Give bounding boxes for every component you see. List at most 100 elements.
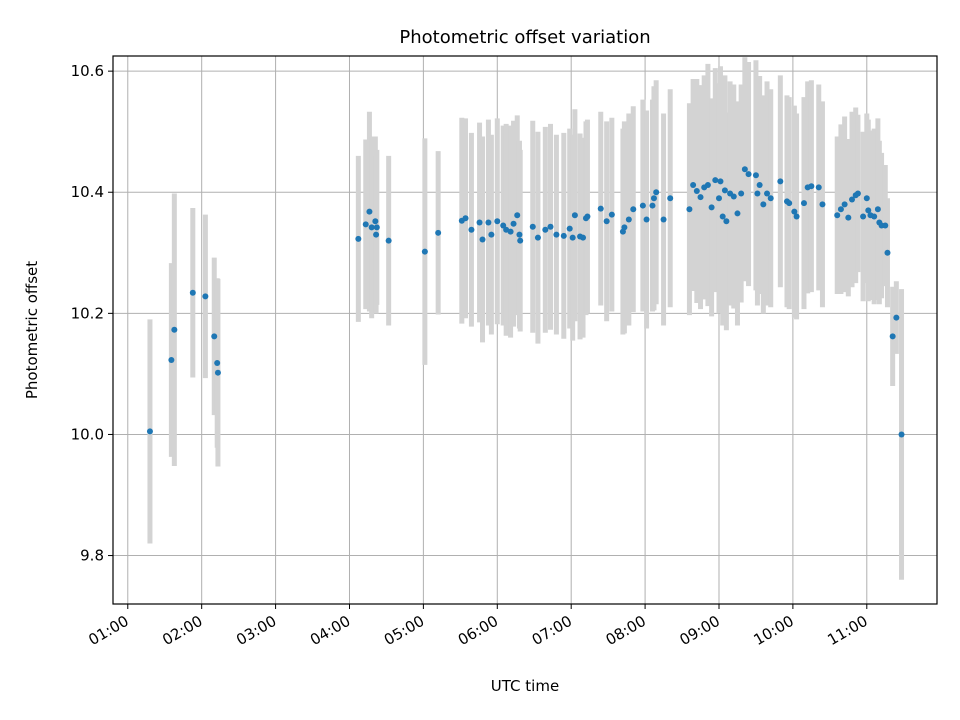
data-point [704, 181, 711, 188]
data-point [741, 166, 748, 173]
data-point [649, 202, 656, 209]
data-point [837, 206, 844, 213]
data-point [643, 216, 650, 223]
data-point [468, 226, 475, 233]
chart-title: Photometric offset variation [399, 27, 650, 48]
data-point [547, 223, 554, 230]
data-point [639, 202, 646, 209]
data-point [488, 231, 495, 238]
data-point [660, 216, 667, 223]
data-point [373, 231, 380, 238]
data-point [372, 218, 379, 225]
data-point [845, 214, 852, 221]
data-point [529, 223, 536, 230]
data-point [553, 231, 560, 238]
data-point [500, 222, 507, 229]
data-point [871, 213, 878, 220]
data-point [708, 204, 715, 211]
data-point [566, 225, 573, 232]
data-point [760, 201, 767, 208]
data-point [863, 195, 870, 202]
data-point [366, 208, 373, 215]
y-tick-label: 10.6 [71, 62, 104, 80]
data-point [146, 428, 153, 435]
data-point [608, 211, 615, 218]
data-point [211, 333, 218, 340]
data-point [719, 213, 726, 220]
data-point [516, 231, 523, 238]
data-point [479, 236, 486, 243]
data-point [171, 326, 178, 333]
data-point [373, 224, 380, 231]
data-point [494, 218, 501, 225]
data-point [686, 206, 693, 213]
data-point [202, 293, 209, 300]
data-point [571, 212, 578, 219]
data-point [385, 237, 392, 244]
data-point [542, 226, 549, 233]
data-point [630, 206, 637, 213]
data-point [717, 178, 724, 185]
data-point [808, 183, 815, 190]
data-point [697, 194, 704, 201]
data-point [882, 222, 889, 229]
data-point [791, 208, 798, 215]
data-point [603, 218, 610, 225]
data-point [786, 200, 793, 207]
data-point [485, 219, 492, 226]
data-point [874, 206, 881, 213]
y-tick-label: 10.2 [71, 304, 104, 322]
data-point [517, 237, 524, 244]
data-point [667, 195, 674, 202]
y-tick-label: 9.8 [80, 547, 104, 565]
data-point [854, 190, 861, 197]
data-point [730, 193, 737, 200]
data-point [214, 369, 221, 376]
plot-frame [112, 55, 938, 605]
data-point [368, 224, 375, 231]
data-point [580, 234, 587, 241]
data-point [893, 314, 900, 321]
data-point [462, 215, 469, 222]
data-point [653, 189, 660, 196]
data-point [168, 356, 175, 363]
data-point [860, 213, 867, 220]
data-point [898, 431, 905, 438]
y-tick-label: 10.4 [71, 183, 104, 201]
data-point [569, 234, 576, 241]
data-point [754, 190, 761, 197]
data-point [510, 220, 517, 227]
data-point [625, 216, 632, 223]
data-point [721, 187, 728, 194]
data-point [621, 224, 628, 231]
data-point [355, 235, 362, 242]
data-point [507, 228, 514, 235]
data-point [884, 249, 891, 256]
data-point [815, 184, 822, 191]
data-point [723, 218, 730, 225]
data-point [362, 221, 369, 228]
data-point [756, 181, 763, 188]
data-point [715, 195, 722, 202]
data-point [476, 219, 483, 226]
data-point [712, 177, 719, 184]
data-point [889, 333, 896, 340]
data-point [793, 213, 800, 220]
data-point [650, 195, 657, 202]
data-point [841, 201, 848, 208]
data-points [146, 166, 905, 438]
data-point [435, 229, 442, 236]
data-point [693, 188, 700, 195]
data-point [690, 181, 697, 188]
data-point [819, 201, 826, 208]
data-point [584, 213, 591, 220]
data-point [734, 210, 741, 217]
y-tick-label: 10.0 [71, 425, 104, 443]
data-point [767, 195, 774, 202]
data-point [865, 207, 872, 214]
data-point [189, 289, 196, 296]
data-point [849, 196, 856, 203]
data-point [800, 200, 807, 207]
